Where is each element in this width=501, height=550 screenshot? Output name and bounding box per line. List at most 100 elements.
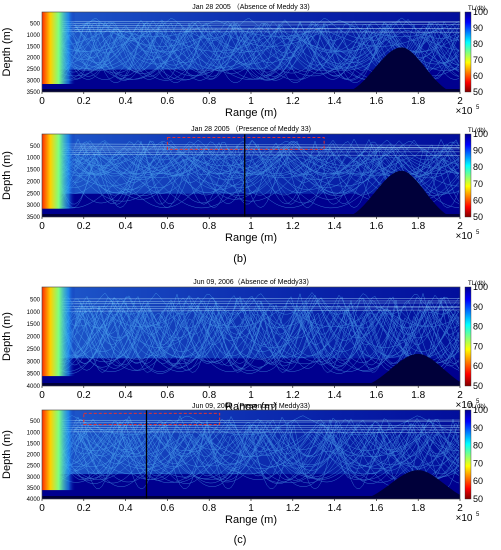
x-tick-label: 0.6	[160, 221, 174, 232]
colorbar-tick-label: 100	[473, 282, 488, 292]
source-energy	[42, 410, 76, 491]
y-tick-label: 500	[30, 21, 41, 27]
y-tick-label: 3500	[27, 90, 41, 96]
x-tick-label: 0.4	[119, 96, 133, 107]
y-tick-label: 2000	[27, 335, 41, 341]
x-axis-label: Range (m)	[225, 107, 277, 119]
x-tick-label: 0	[39, 390, 45, 401]
y-tick-label: 3000	[27, 203, 41, 209]
y-tick-label: 3500	[27, 372, 41, 378]
x-tick-label: 1.2	[286, 96, 300, 107]
colorbar-tick-label: 70	[473, 458, 483, 468]
x-tick-label: 2	[457, 503, 463, 514]
y-tick-label: 1500	[27, 322, 41, 328]
chart-title: Jun 09, 2006（Presence of Meddy33)	[192, 402, 310, 410]
chart-title: Jan 28 2005 （Absence of Meddy 33)	[192, 3, 310, 11]
y-tick-label: 500	[30, 144, 41, 150]
surface-duct	[61, 21, 460, 33]
colorbar-label: TL(db)	[468, 281, 486, 287]
x-tick-label: 1.2	[286, 221, 300, 232]
y-tick-label: 3500	[27, 486, 41, 492]
y-axis-label: Depth (m)	[1, 430, 13, 479]
y-tick-label: 2500	[27, 464, 41, 470]
colorbar-tick-label: 60	[473, 361, 483, 371]
seamount	[346, 47, 452, 92]
y-tick-label: 4000	[27, 384, 41, 390]
x-tick-label: 0.4	[119, 503, 133, 514]
chart-title: Jun 09, 2006（Absence of Meddy33)	[193, 278, 309, 286]
colorbar	[464, 133, 472, 218]
colorbar-tick-label: 80	[473, 441, 483, 451]
y-axis-label: Depth (m)	[1, 151, 13, 200]
x-axis-label: Range (m)	[225, 514, 277, 526]
x-tick-label: 1.6	[369, 96, 383, 107]
x-multiplier-exponent: 5	[476, 512, 480, 518]
seabed	[42, 496, 460, 499]
x-tick-label: 0.2	[77, 390, 91, 401]
x-tick-label: 1.6	[369, 503, 383, 514]
colorbar	[464, 286, 472, 387]
y-axis-label: Depth (m)	[1, 28, 13, 77]
colorbar	[464, 409, 472, 500]
x-tick-label: 0.6	[160, 96, 174, 107]
x-tick-label: 1.4	[328, 221, 342, 232]
x-tick-label: 0	[39, 221, 45, 232]
x-tick-label: 1	[248, 96, 254, 107]
colorbar-tick-label: 50	[473, 87, 483, 97]
colorbar-tick-label: 60	[473, 71, 483, 81]
x-tick-label: 0.8	[202, 503, 216, 514]
y-tick-label: 1000	[27, 33, 41, 39]
chart-title: Jan 28 2005 （Presence of Meddy 33)	[191, 125, 311, 133]
x-multiplier: ×10	[456, 106, 473, 117]
colorbar-label: TL(db)	[468, 128, 486, 134]
x-tick-label: 1.6	[369, 221, 383, 232]
y-tick-label: 2500	[27, 347, 41, 353]
y-tick-label: 4000	[27, 497, 41, 503]
colorbar-tick-label: 70	[473, 341, 483, 351]
colorbar-tick-label: 60	[473, 195, 483, 205]
x-tick-label: 1.6	[369, 390, 383, 401]
x-tick-label: 2	[457, 390, 463, 401]
x-tick-label: 1.4	[328, 503, 342, 514]
x-multiplier-exponent: 5	[476, 105, 480, 111]
seamount	[346, 170, 452, 217]
colorbar-tick-label: 80	[473, 162, 483, 172]
colorbar-tick-label: 80	[473, 39, 483, 49]
x-tick-label: 1	[248, 390, 254, 401]
x-tick-label: 1.8	[411, 390, 425, 401]
y-tick-label: 1500	[27, 168, 41, 174]
x-tick-label: 0.4	[119, 390, 133, 401]
y-tick-label: 2500	[27, 67, 41, 73]
colorbar-tick-label: 70	[473, 55, 483, 65]
colorbar-tick-label: 90	[473, 23, 483, 33]
ray-paths	[42, 415, 460, 490]
y-tick-label: 3000	[27, 475, 41, 481]
seamount	[363, 353, 460, 386]
seamount	[363, 470, 460, 499]
panel-label-b: (b)	[233, 253, 246, 265]
y-tick-label: 1500	[27, 44, 41, 50]
colorbar	[464, 11, 472, 93]
colorbar-label: TL(db)	[468, 6, 486, 12]
x-tick-label: 0.6	[160, 503, 174, 514]
x-tick-label: 0.2	[77, 503, 91, 514]
colorbar-tick-label: 70	[473, 179, 483, 189]
x-tick-label: 0	[39, 503, 45, 514]
y-axis-label: Depth (m)	[1, 312, 13, 361]
x-multiplier-exponent: 5	[476, 399, 480, 405]
x-multiplier: ×10	[456, 400, 473, 411]
x-tick-label: 1	[248, 503, 254, 514]
colorbar-tick-label: 100	[473, 129, 488, 139]
tl-panel-2: Jan 28 2005 （Presence of Meddy 33) 0 0.2 0.…	[1, 125, 488, 244]
meddy-highlight-box	[83, 412, 221, 425]
colorbar-tick-label: 90	[473, 302, 483, 312]
colorbar-tick-label: 50	[473, 381, 483, 391]
x-tick-label: 0.2	[77, 221, 91, 232]
colorbar-tick-label: 80	[473, 322, 483, 332]
y-tick-label: 1000	[27, 156, 41, 162]
tl-panel-4: Jun 09, 2006（Presence of Meddy33) 0 0.2 0.4…	[1, 402, 488, 526]
y-tick-label: 1000	[27, 430, 41, 436]
colorbar-tick-label: 60	[473, 476, 483, 486]
y-tick-label: 3000	[27, 359, 41, 365]
